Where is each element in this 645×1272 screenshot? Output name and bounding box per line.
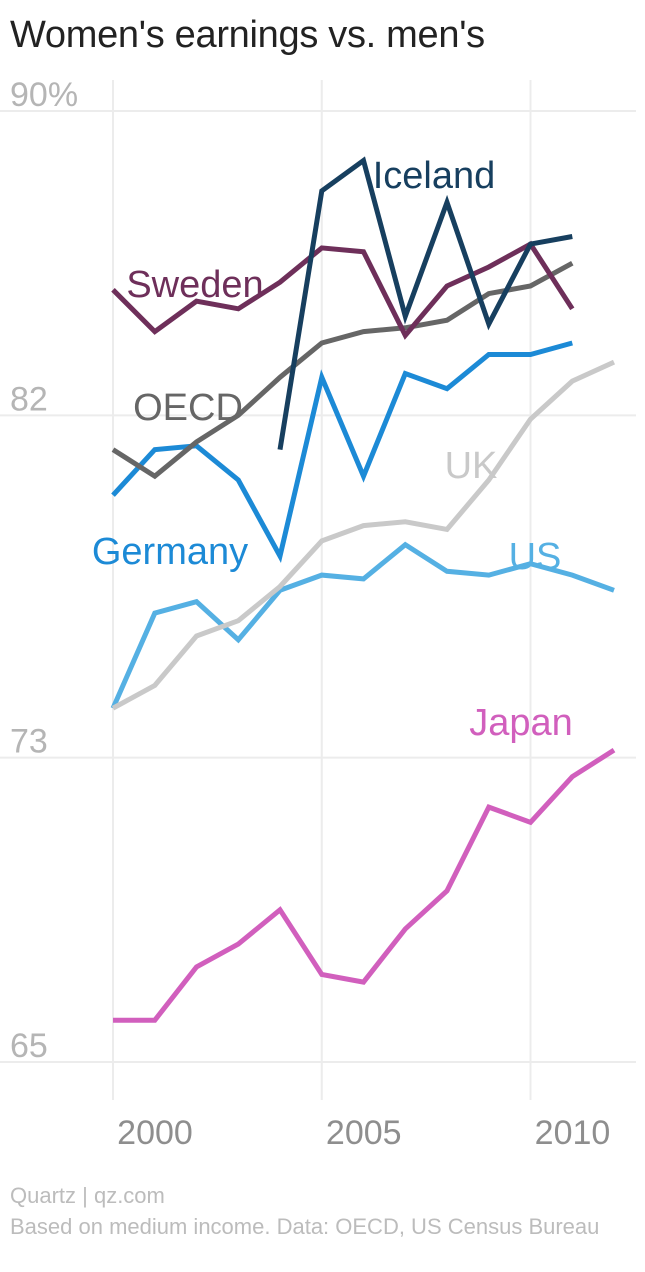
series-label-iceland: Iceland xyxy=(373,155,496,197)
y-tick-label: 82 xyxy=(10,380,48,418)
series-label-germany: Germany xyxy=(92,531,248,573)
series-line-uk xyxy=(111,359,616,711)
y-tick-label: 65 xyxy=(10,1027,48,1065)
series-label-uk: UK xyxy=(445,445,498,487)
chart-title: Women's earnings vs. men's xyxy=(10,14,485,56)
series-line-germany xyxy=(111,340,573,564)
series-line-oecd xyxy=(111,261,574,480)
series-line-iceland xyxy=(277,156,573,450)
y-tick-label: 90% xyxy=(10,76,78,114)
x-tick-label: 2000 xyxy=(117,1114,193,1152)
series-label-oecd: OECD xyxy=(133,387,243,429)
series-label-sweden: Sweden xyxy=(126,264,263,306)
series-line-japan xyxy=(113,747,616,1023)
footer-note: Based on medium income. Data: OECD, US C… xyxy=(10,1214,600,1239)
x-tick-label: 2010 xyxy=(535,1114,611,1152)
y-tick-label: 73 xyxy=(10,723,48,761)
footer-source: Quartz | qz.com xyxy=(10,1183,165,1208)
x-tick-label: 2005 xyxy=(326,1114,402,1152)
chart-footer: Quartz | qz.com Based on medium income. … xyxy=(10,1180,610,1242)
series-label-japan: Japan xyxy=(469,702,573,744)
series-line-us xyxy=(110,541,615,710)
series-label-us: US xyxy=(509,536,562,578)
series-line-sweden xyxy=(111,240,575,340)
